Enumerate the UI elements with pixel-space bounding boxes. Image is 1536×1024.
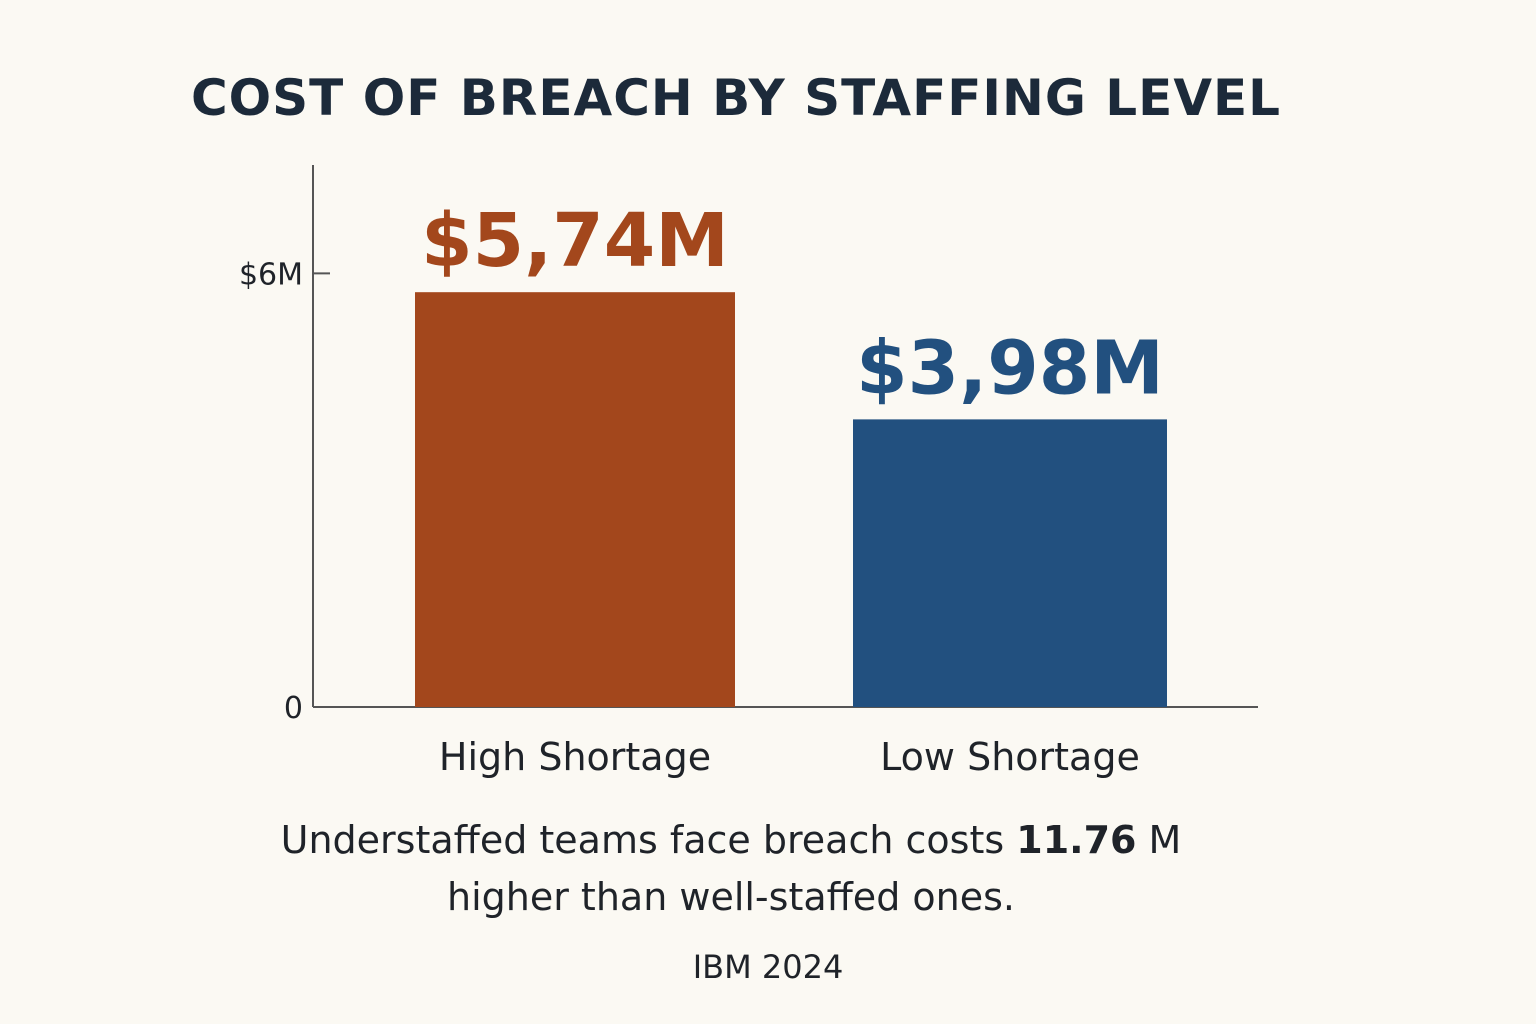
value-label: $5,74M <box>421 198 729 284</box>
value-label: $3,98M <box>856 325 1164 411</box>
x-tick-label: High Shortage <box>439 735 711 779</box>
bar <box>853 419 1167 707</box>
bar <box>415 292 735 707</box>
annotation-text: M higher than well-staffed ones. <box>447 818 1182 919</box>
x-tick-label: Low Shortage <box>880 735 1140 779</box>
annotation-text: Understaffed teams face breach costs <box>280 818 1005 862</box>
y-tick-label: $6M <box>239 257 303 292</box>
annotation: Understaffed teams face breach costs 11.… <box>251 812 1211 926</box>
source: IBM 2024 <box>692 948 844 986</box>
chart-title: COST OF BREACH BY STAFFING LEVEL <box>191 69 1281 127</box>
annotation-highlight: 11.76 <box>1016 818 1137 862</box>
y-tick-label: 0 <box>284 691 303 726</box>
